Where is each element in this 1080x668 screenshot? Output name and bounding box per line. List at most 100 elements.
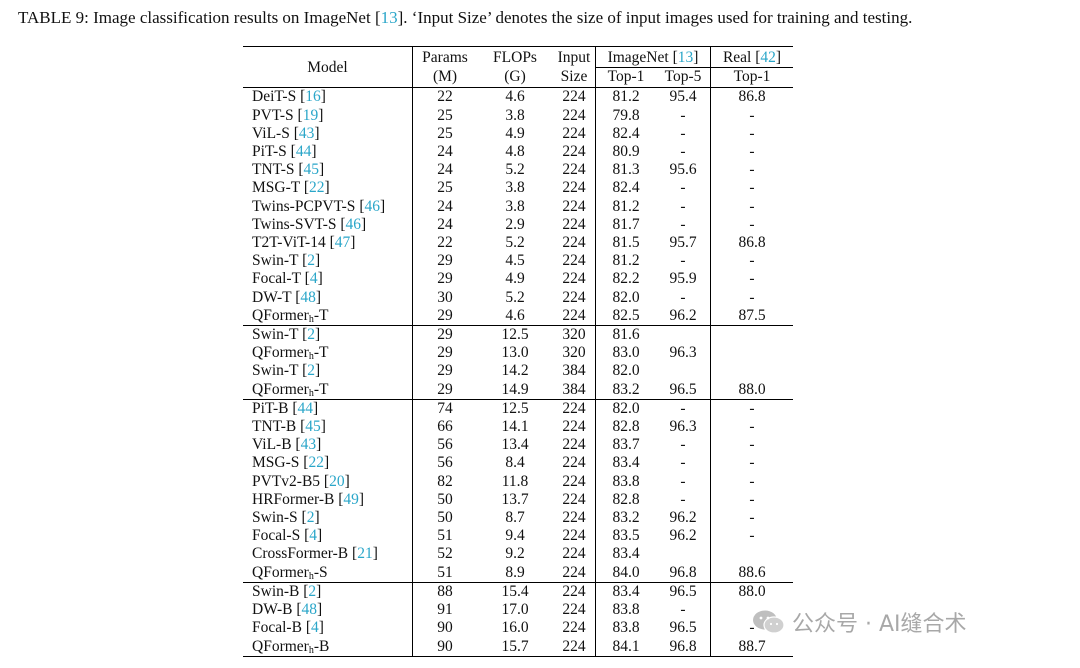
caption-citation[interactable]: 13 (380, 8, 398, 27)
model-name-cell: QFormerh-B (252, 637, 330, 656)
input-size-cell: 224 (562, 179, 586, 197)
model-name-cell: MSG-T [22] (252, 179, 330, 197)
input-size-cell: 224 (562, 234, 586, 252)
citation-link[interactable]: 21 (357, 545, 373, 563)
real-top1-cell: - (710, 472, 793, 491)
citation-link[interactable]: 45 (303, 161, 320, 179)
table-row: Focal-B [4] 90 16.0 224 83.8 96.5- (243, 619, 793, 638)
imagenet-top1-cell: 83.4 (595, 454, 656, 473)
input-size-cell: 224 (562, 124, 586, 142)
imagenet-top5-cell: 95.7 (669, 234, 697, 252)
table-row: QFormerh-T 29 4.6 224 82.5 96.2 87.5 (243, 306, 793, 326)
params-cell: 52 (412, 545, 477, 564)
header-params-unit: (M) (412, 67, 477, 89)
real-top1-cell: - (710, 418, 793, 437)
citation-link[interactable]: 4 (310, 619, 319, 637)
flops-cell: 4.6 (505, 88, 525, 106)
imagenet-top5-cell: - (680, 179, 686, 197)
real-top1-cell: - (710, 509, 793, 528)
flops-cell: 5.2 (505, 288, 525, 306)
params-cell: 29 (412, 344, 477, 363)
citation-link[interactable]: 2 (307, 326, 316, 344)
citation-link[interactable]: 4 (309, 527, 318, 545)
imagenet-top1-cell: 83.5 (595, 527, 656, 546)
citation-link[interactable]: 2 (306, 509, 315, 527)
imagenet-top5-cell: 96.5 (669, 380, 697, 398)
citation-link[interactable]: 47 (334, 234, 351, 252)
input-size-cell: 224 (562, 619, 586, 637)
imagenet-top5-cell (656, 325, 711, 345)
table-row: QFormerh-S 51 8.9 224 84.0 96.8 88.6 (243, 563, 793, 583)
input-size-cell: 224 (553, 581, 596, 602)
citation-link[interactable]: 2 (307, 252, 316, 270)
imagenet-top1-cell: 81.2 (595, 197, 656, 216)
real-top1-cell: 86.8 (710, 87, 793, 107)
real-top1-cell: 88.7 (710, 637, 793, 657)
citation-link[interactable]: 48 (301, 601, 318, 619)
real-top1-cell: - (710, 197, 793, 216)
wechat-icon (753, 610, 785, 634)
imagenet-top5-cell: 96.2 (669, 527, 697, 545)
input-size-cell: 224 (562, 161, 586, 179)
model-name-cell: DW-B [48] (252, 601, 323, 619)
watermark-text: 公众号 · AI缝合术 (792, 612, 967, 637)
table-row: QFormerh-T 29 13.0 320 83.0 96.3 (243, 344, 793, 363)
citation-link[interactable]: 43 (300, 436, 317, 454)
model-name-cell: QFormerh-S (252, 563, 328, 582)
table-row: T2T-ViT-14 [47] 22 5.2 224 81.5 95.7 86.8 (243, 234, 793, 253)
flops-cell: 3.8 (505, 106, 525, 124)
citation-link[interactable]: 4 (309, 270, 318, 288)
params-cell: 56 (412, 454, 477, 473)
table-row: HRFormer-B [49] 50 13.7 224 82.8 - - (243, 490, 793, 510)
citation-link[interactable]: 46 (345, 215, 362, 233)
table-caption: TABLE 9: Image classification results on… (18, 8, 913, 27)
imagenet-top1-cell: 83.4 (595, 545, 656, 564)
input-size-cell: 224 (553, 398, 596, 419)
imagenet-top5-cell: 95.6 (669, 161, 697, 179)
real-top1-cell: - (710, 124, 793, 144)
flops-cell: 5.2 (505, 234, 525, 252)
citation-link[interactable]: 19 (302, 106, 319, 124)
input-size-cell: 320 (553, 325, 596, 345)
imagenet-top1-cell: 83.7 (595, 436, 656, 455)
citation-link[interactable]: 22 (309, 179, 325, 197)
model-name-cell: QFormerh-T (252, 380, 329, 399)
citation-link[interactable]: 2 (307, 362, 316, 380)
params-cell: 29 (412, 252, 477, 271)
citation-link[interactable]: 20 (329, 472, 345, 490)
model-name-cell: Swin-T [2] (252, 362, 321, 380)
header-real-top1: Top-1 (710, 67, 793, 89)
citation-link[interactable]: 44 (295, 143, 312, 161)
imagenet-top5-cell: 95.4 (669, 88, 697, 106)
imagenet-top1-cell: 80.9 (595, 143, 656, 162)
citation-link[interactable]: 44 (297, 399, 314, 417)
imagenet-top1-cell: 81.3 (595, 161, 656, 180)
flops-cell: 4.6 (505, 306, 525, 324)
citation-link[interactable]: 46 (364, 197, 380, 215)
flops-cell: 12.5 (477, 398, 553, 419)
citation-link[interactable]: 49 (343, 490, 359, 508)
flops-cell: 8.4 (505, 454, 525, 472)
table-row: DW-T [48] 30 5.2 224 82.0 - - (243, 288, 793, 307)
input-size-cell: 224 (562, 637, 586, 655)
params-cell: 29 (412, 325, 477, 345)
citation-link[interactable]: 2 (308, 582, 317, 600)
citation-link[interactable]: 45 (305, 418, 321, 436)
params-cell: 24 (412, 161, 477, 180)
input-size-cell: 224 (562, 143, 586, 161)
real-top1-cell: 88.6 (710, 563, 793, 583)
real-top1-cell: 87.5 (710, 306, 793, 326)
imagenet-top1-cell: 83.2 (595, 380, 656, 400)
real-top1-cell: - (710, 179, 793, 198)
imagenet-top5-cell: - (680, 454, 686, 472)
imagenet-top1-cell: 82.0 (595, 398, 656, 419)
flops-cell: 4.9 (505, 124, 525, 142)
citation-link[interactable]: 43 (298, 124, 315, 142)
model-name-cell: TNT-S [45] (252, 161, 325, 179)
citation-link[interactable]: 48 (300, 288, 316, 306)
citation-link[interactable]: 16 (305, 88, 321, 106)
params-cell: 51 (412, 563, 477, 583)
model-name-cell: DeiT-S [16] (252, 88, 326, 106)
params-cell: 22 (412, 87, 477, 107)
citation-link[interactable]: 22 (308, 454, 324, 472)
